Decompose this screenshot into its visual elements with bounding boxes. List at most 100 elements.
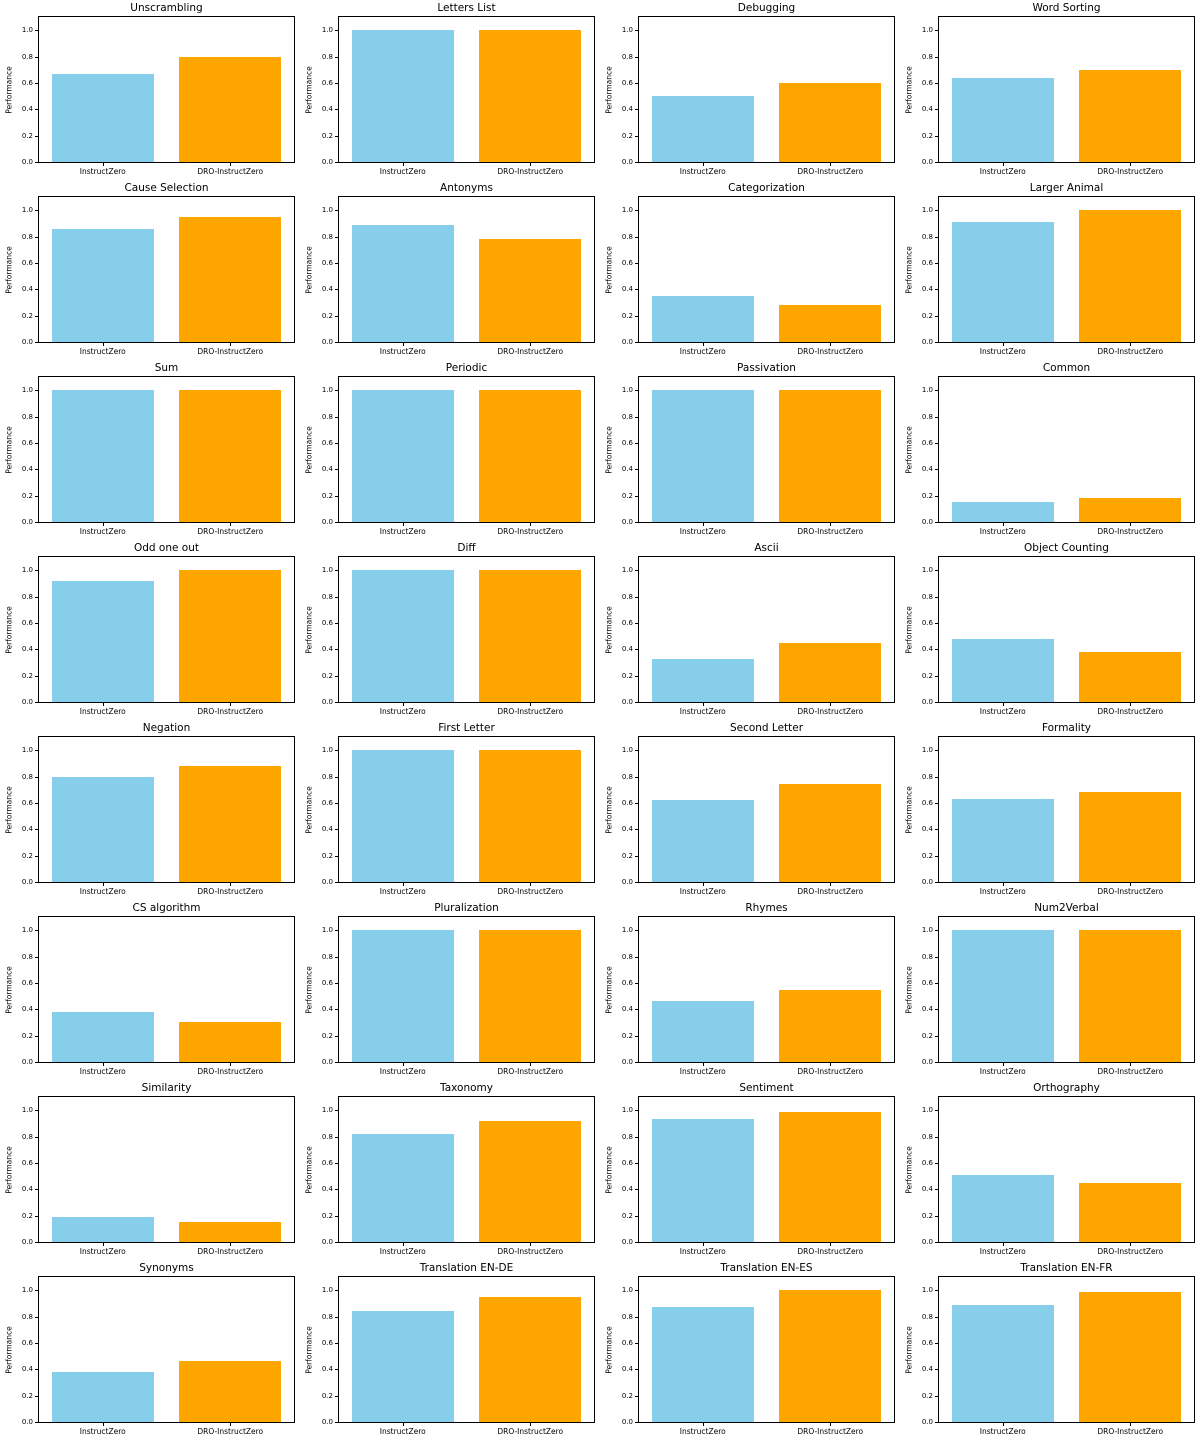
bar-instructzero — [51, 776, 154, 882]
y-tick-mark — [335, 262, 338, 264]
x-tick-mark — [102, 523, 104, 526]
y-tick-mark — [335, 1290, 338, 1292]
chart-title: Ascii — [754, 542, 779, 554]
x-tick-mark — [530, 523, 532, 526]
y-tick-mark — [335, 802, 338, 804]
x-tick-label: InstructZero — [979, 1067, 1026, 1076]
bar-instructzero — [951, 1304, 1054, 1422]
y-tick-label: 0.0 — [321, 698, 333, 706]
y-tick-mark — [935, 982, 938, 984]
y-tick-mark — [635, 82, 638, 84]
y-tick-label: 0.6 — [621, 258, 633, 267]
x-tick-mark — [702, 703, 704, 706]
y-tick-mark — [935, 416, 938, 418]
bar-instructzero — [651, 1001, 754, 1062]
y-tick-label: 0.4 — [621, 285, 633, 294]
plot-area — [638, 376, 895, 523]
subplot-synonyms: Synonyms Performance 0.0 0.2 0.4 0.6 0.8 1.0 Ins… — [0, 1260, 300, 1440]
subplot-pluralization: Pluralization Performance 0.0 0.2 0.4 0.6 0.8 1… — [300, 900, 600, 1080]
y-tick-mark — [35, 982, 38, 984]
x-tick-mark — [530, 343, 532, 346]
plot-area — [338, 916, 595, 1063]
x-tick-label: DRO-InstructZero — [497, 1247, 564, 1256]
y-tick-mark — [35, 829, 38, 831]
y-tick-mark — [935, 1062, 938, 1063]
y-tick-label: 0.8 — [321, 1132, 333, 1141]
subplot-translation-en-de: Translation EN-DE Performance 0.0 0.2 0.4 0.6… — [300, 1260, 600, 1440]
y-tick-label: 0.0 — [21, 518, 33, 526]
x-tick-mark — [102, 163, 104, 166]
y-tick-mark — [335, 1422, 338, 1423]
y-tick-mark — [635, 1110, 638, 1112]
bar-dro-instructzero — [179, 766, 282, 882]
y-tick-label: 0.2 — [21, 851, 33, 860]
x-tick-mark — [1002, 343, 1004, 346]
bar-dro-instructzero — [779, 305, 882, 342]
y-tick-mark — [335, 522, 338, 523]
bar-dro-instructzero — [179, 1222, 282, 1242]
y-tick-mark — [635, 1009, 638, 1011]
x-tick-mark — [830, 883, 832, 886]
y-tick-mark — [935, 1162, 938, 1164]
y-tick-mark — [335, 289, 338, 291]
y-tick-mark — [635, 1316, 638, 1318]
x-tick-label: DRO-InstructZero — [497, 887, 564, 896]
y-tick-label: 0.4 — [321, 285, 333, 294]
y-tick-label: 0.2 — [921, 131, 933, 140]
y-tick-mark — [335, 416, 338, 418]
x-tick-mark — [530, 883, 532, 886]
x-tick-label: InstructZero — [979, 527, 1026, 536]
y-tick-mark — [635, 1290, 638, 1292]
y-tick-mark — [35, 1110, 38, 1112]
y-tick-mark — [335, 776, 338, 778]
y-tick-mark — [635, 315, 638, 317]
bar-dro-instructzero — [1079, 792, 1182, 882]
y-tick-mark — [335, 1162, 338, 1164]
y-tick-label: 0.6 — [921, 978, 933, 987]
y-tick-mark — [335, 1062, 338, 1063]
y-tick-mark — [935, 1342, 938, 1344]
y-tick-label: 0.8 — [621, 52, 633, 61]
y-tick-mark — [935, 1189, 938, 1191]
x-tick-mark — [402, 1423, 404, 1426]
subplot-antonyms: Antonyms Performance 0.0 0.2 0.4 0.6 0.8 1.0 Ins… — [300, 180, 600, 360]
x-tick-mark — [1002, 523, 1004, 526]
x-tick-label: DRO-InstructZero — [797, 1427, 864, 1436]
bar-dro-instructzero — [779, 1290, 882, 1422]
subplot-sum: Sum Performance 0.0 0.2 0.4 0.6 0.8 1.0 Instruct… — [0, 360, 300, 540]
y-tick-label: 0.2 — [621, 131, 633, 140]
plot-area — [938, 1096, 1195, 1243]
y-tick-mark — [335, 1215, 338, 1217]
chart-title: Debugging — [737, 2, 796, 14]
y-tick-mark — [935, 1369, 938, 1371]
x-tick-mark — [230, 1243, 232, 1246]
x-tick-label: InstructZero — [79, 167, 126, 176]
y-tick-mark — [635, 649, 638, 651]
subplot-cause-selection: Cause Selection Performance 0.0 0.2 0.4 0.6 0.… — [0, 180, 300, 360]
y-tick-label: 0.0 — [921, 1238, 933, 1246]
y-tick-mark — [935, 1009, 938, 1011]
x-tick-label: DRO-InstructZero — [197, 707, 264, 716]
subplot-common: Common Performance 0.0 0.2 0.4 0.6 0.8 1.0 Instr… — [900, 360, 1200, 540]
y-tick-label: 0.2 — [321, 1391, 333, 1400]
y-tick-label: 0.6 — [621, 798, 633, 807]
y-tick-label: 0.8 — [921, 952, 933, 961]
y-tick-mark — [335, 675, 338, 677]
y-tick-label: 0.4 — [321, 825, 333, 834]
y-tick-mark — [35, 30, 38, 32]
chart-title: Object Counting — [1024, 542, 1109, 554]
y-tick-mark — [935, 522, 938, 523]
x-tick-mark — [830, 1423, 832, 1426]
y-tick-mark — [335, 750, 338, 752]
y-tick-mark — [335, 82, 338, 84]
x-tick-mark — [402, 703, 404, 706]
x-tick-label: DRO-InstructZero — [497, 1067, 564, 1076]
x-tick-mark — [102, 1243, 104, 1246]
y-tick-mark — [935, 622, 938, 624]
plot-area — [338, 556, 595, 703]
y-tick-mark — [635, 750, 638, 752]
y-tick-mark — [35, 390, 38, 392]
bar-dro-instructzero — [179, 1022, 282, 1062]
x-tick-mark — [530, 1063, 532, 1066]
y-tick-mark — [335, 596, 338, 598]
